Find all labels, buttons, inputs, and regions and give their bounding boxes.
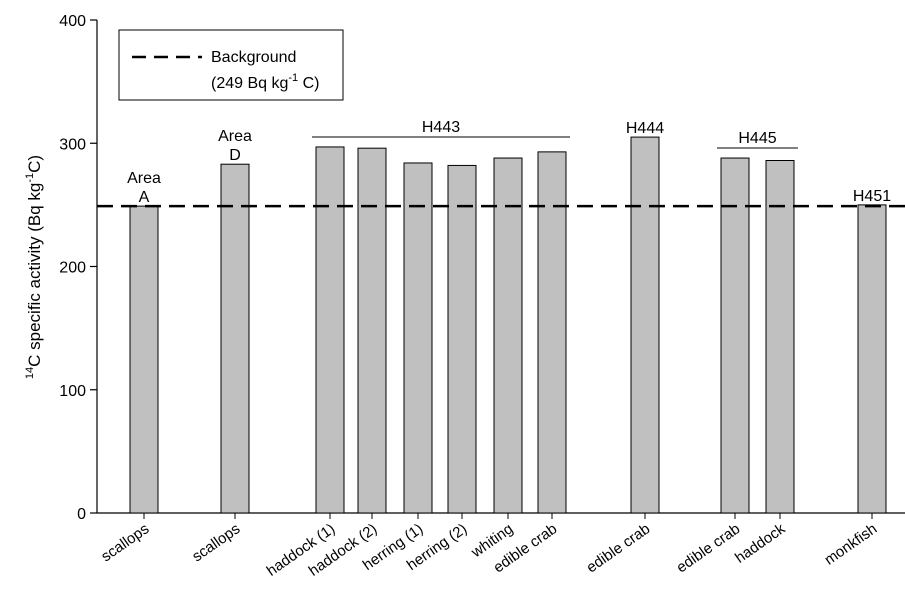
bar [129,205,159,514]
x-tick-label: haddock [732,520,789,567]
x-tick-label: scallops [98,520,152,565]
y-tick-label: 300 [59,136,86,153]
bar [357,147,387,514]
bar [403,162,433,514]
group-label: H443 [422,119,460,136]
x-tick-label: edible crab [583,520,653,576]
x-tick-label: scallops [189,520,243,565]
y-axis-title-main: C specific activity (Bq kg [25,183,44,367]
group-labels: Area A Area D H443 H444 H445 H451 [127,119,891,206]
x-tick-label: monkfish [821,520,880,568]
bar [315,146,345,514]
y-tick-label: 400 [59,13,86,30]
legend-line2-suffix: C) [298,75,319,92]
y-axis-title: 14C specific activity (Bq kg-1C) [24,155,44,379]
group-label: H444 [626,120,664,137]
bar [720,157,750,514]
group-label: D [229,147,241,164]
legend-line2: (249 Bq kg-1 C) [211,72,320,92]
bar [537,151,567,514]
legend-box [118,29,344,101]
y-tick-label: 0 [77,506,86,523]
y-axis-title-sup: 14 [24,367,36,379]
bar [220,163,250,514]
legend-line2-prefix: (249 Bq kg [211,75,288,92]
bars [129,136,887,514]
group-label: H445 [738,130,776,147]
group-label: A [139,189,150,206]
category-labels: scallops scallops haddock (1)haddock (2)he… [98,520,880,580]
group-label: Area [218,128,252,145]
legend-line1: Background [211,49,296,66]
legend-line2-exp: -1 [288,72,298,84]
bar [493,157,523,514]
y-tick-label: 200 [59,260,86,277]
bar [630,136,660,514]
group-label: H451 [853,188,891,205]
bar [857,204,887,514]
group-label: Area [127,170,161,187]
legend: Background (249 Bq kg-1 C) [118,29,344,101]
y-axis-title-end: C) [25,155,44,173]
bar [447,164,477,514]
y-tick-label: 100 [59,383,86,400]
bar [765,160,795,514]
x-tick-label: edible crab [673,520,743,576]
y-axis-title-exp: -1 [24,173,36,183]
